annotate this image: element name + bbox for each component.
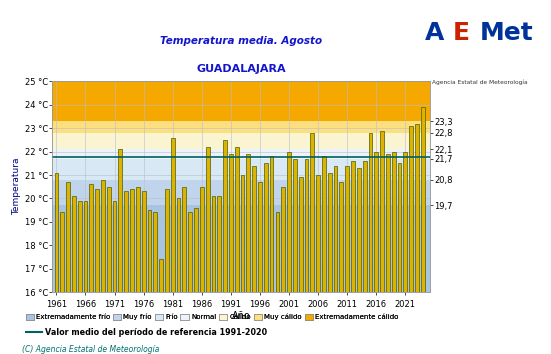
Bar bbox=[142, 192, 145, 292]
Bar bbox=[357, 168, 361, 292]
Bar bbox=[229, 154, 233, 292]
Bar bbox=[421, 107, 425, 292]
Bar bbox=[322, 156, 326, 292]
Bar bbox=[223, 140, 227, 292]
Bar bbox=[206, 147, 209, 292]
Text: (C) Agencia Estatal de Meteorología: (C) Agencia Estatal de Meteorología bbox=[22, 345, 159, 354]
Bar bbox=[136, 187, 140, 292]
Bar bbox=[194, 208, 198, 292]
Bar bbox=[52, 205, 430, 292]
Bar bbox=[258, 182, 262, 292]
Bar bbox=[52, 121, 430, 133]
Bar bbox=[125, 192, 128, 292]
Bar bbox=[334, 166, 337, 292]
Bar bbox=[415, 124, 419, 292]
Bar bbox=[188, 212, 192, 292]
Text: GUADALAJARA: GUADALAJARA bbox=[196, 64, 286, 74]
Bar bbox=[61, 212, 64, 292]
Bar bbox=[52, 159, 430, 180]
Bar bbox=[369, 133, 372, 292]
Bar bbox=[55, 173, 58, 292]
Bar bbox=[386, 154, 390, 292]
Bar bbox=[293, 159, 297, 292]
Bar bbox=[113, 201, 116, 292]
Bar bbox=[130, 189, 134, 292]
Bar bbox=[241, 175, 245, 292]
Bar bbox=[403, 152, 407, 292]
Bar bbox=[66, 182, 70, 292]
Bar bbox=[310, 133, 314, 292]
Bar bbox=[299, 177, 302, 292]
Legend: Extremadamente frío, Muy frío, Frío, Normal, Cálido, Muy cálido, Extremadamente : Extremadamente frío, Muy frío, Frío, Nor… bbox=[25, 314, 398, 320]
Bar bbox=[282, 187, 285, 292]
Bar bbox=[380, 131, 384, 292]
Legend: Valor medio del período de referencia 1991-2020: Valor medio del período de referencia 19… bbox=[26, 327, 268, 337]
Bar bbox=[52, 81, 430, 121]
Bar bbox=[305, 159, 309, 292]
Bar bbox=[409, 126, 413, 292]
Bar bbox=[89, 184, 93, 292]
Bar bbox=[217, 196, 221, 292]
X-axis label: Año: Año bbox=[231, 312, 251, 321]
Bar bbox=[52, 180, 430, 205]
Bar bbox=[246, 154, 250, 292]
Bar bbox=[392, 152, 396, 292]
Bar bbox=[52, 133, 430, 149]
Bar bbox=[328, 173, 332, 292]
Bar bbox=[78, 201, 82, 292]
Bar bbox=[287, 152, 291, 292]
Bar bbox=[118, 149, 122, 292]
Bar bbox=[95, 189, 99, 292]
Bar bbox=[101, 180, 105, 292]
Bar bbox=[264, 163, 268, 292]
Bar bbox=[269, 156, 273, 292]
Bar bbox=[72, 196, 75, 292]
Bar bbox=[363, 161, 366, 292]
Bar bbox=[171, 138, 175, 292]
Bar bbox=[148, 210, 152, 292]
Text: Met: Met bbox=[479, 21, 533, 45]
Bar bbox=[84, 201, 88, 292]
Bar bbox=[107, 187, 111, 292]
Text: E: E bbox=[453, 21, 469, 45]
Bar bbox=[398, 163, 402, 292]
Bar bbox=[316, 175, 320, 292]
Bar bbox=[182, 187, 186, 292]
Bar bbox=[212, 196, 215, 292]
Bar bbox=[374, 152, 378, 292]
Bar bbox=[351, 161, 355, 292]
Bar bbox=[153, 212, 157, 292]
Y-axis label: Temperatura: Temperatura bbox=[12, 158, 21, 216]
Bar bbox=[345, 166, 349, 292]
Bar bbox=[200, 187, 204, 292]
Bar bbox=[159, 259, 163, 292]
Bar bbox=[165, 189, 169, 292]
Bar bbox=[177, 199, 180, 292]
Text: Agencia Estatal de Meteorología: Agencia Estatal de Meteorología bbox=[431, 80, 527, 85]
Bar bbox=[52, 149, 430, 159]
Text: A: A bbox=[425, 21, 444, 45]
Text: Temperatura media. Agosto: Temperatura media. Agosto bbox=[160, 36, 322, 46]
Bar bbox=[276, 212, 279, 292]
Bar bbox=[252, 166, 256, 292]
Bar bbox=[235, 147, 239, 292]
Bar bbox=[339, 182, 343, 292]
